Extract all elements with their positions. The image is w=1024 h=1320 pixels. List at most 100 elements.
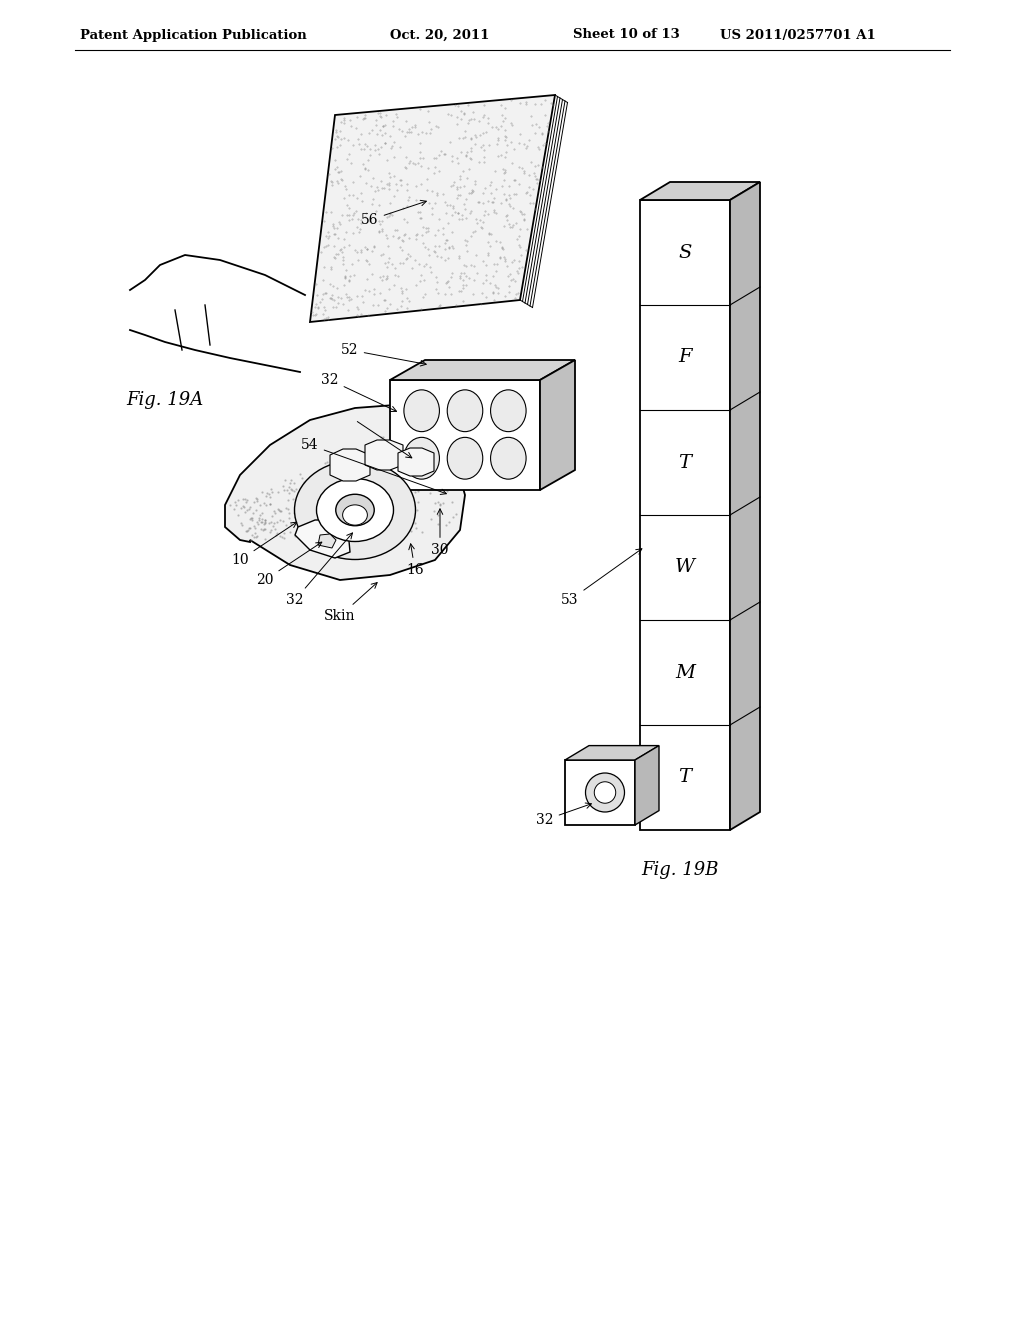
Point: [468, 209, 484, 230]
Point: [364, 194, 380, 215]
Point: [377, 252, 393, 273]
Text: F: F: [678, 348, 692, 367]
Point: [409, 425, 425, 446]
Point: [386, 132, 402, 153]
Point: [307, 296, 324, 317]
Point: [341, 286, 357, 308]
Point: [266, 500, 283, 521]
Point: [258, 494, 274, 515]
Point: [380, 172, 396, 193]
Point: [488, 260, 505, 281]
Text: Skin: Skin: [325, 582, 377, 623]
Point: [283, 478, 299, 499]
Text: T: T: [679, 454, 691, 471]
Point: [497, 248, 513, 269]
Point: [516, 210, 532, 231]
Point: [381, 279, 397, 300]
Point: [361, 211, 378, 232]
Text: 32: 32: [537, 803, 591, 828]
Point: [369, 201, 385, 222]
Point: [339, 148, 355, 169]
Point: [356, 207, 373, 228]
Point: [392, 296, 409, 317]
Point: [229, 490, 246, 511]
Point: [429, 182, 445, 203]
Point: [263, 478, 280, 499]
Point: [355, 108, 372, 129]
Point: [429, 504, 445, 525]
Point: [403, 424, 420, 445]
Point: [343, 490, 359, 511]
Point: [273, 527, 290, 548]
Point: [255, 519, 271, 540]
Point: [497, 96, 513, 117]
Point: [233, 513, 250, 535]
Point: [326, 247, 342, 268]
Point: [465, 102, 481, 123]
Point: [366, 236, 382, 257]
Point: [492, 247, 508, 268]
Point: [366, 475, 382, 496]
Point: [344, 183, 360, 205]
Point: [479, 112, 496, 133]
Point: [310, 297, 327, 318]
Point: [338, 259, 354, 280]
Point: [339, 445, 355, 466]
Point: [381, 206, 397, 227]
Point: [408, 228, 424, 249]
Point: [537, 104, 553, 125]
Point: [486, 161, 503, 182]
Point: [256, 528, 272, 549]
Point: [396, 475, 413, 496]
Point: [372, 222, 388, 243]
Point: [511, 132, 527, 153]
Point: [297, 479, 313, 500]
Point: [392, 136, 409, 157]
Point: [458, 207, 474, 228]
Text: 16: 16: [407, 544, 424, 577]
Point: [280, 499, 296, 520]
Point: [374, 220, 390, 242]
Point: [481, 133, 498, 154]
Point: [353, 465, 370, 486]
Point: [517, 239, 534, 260]
Point: [450, 202, 466, 223]
Point: [493, 191, 509, 213]
Point: [386, 457, 402, 478]
Point: [292, 498, 308, 519]
Point: [348, 106, 365, 127]
Point: [398, 462, 415, 483]
Point: [426, 224, 442, 246]
Point: [386, 475, 402, 496]
Point: [403, 257, 420, 279]
Point: [354, 455, 371, 477]
Point: [351, 218, 368, 239]
Ellipse shape: [447, 389, 482, 432]
Point: [352, 210, 369, 231]
Point: [333, 239, 349, 260]
Point: [429, 475, 445, 496]
Point: [507, 170, 523, 191]
Point: [380, 236, 396, 257]
Point: [249, 488, 265, 510]
Point: [450, 114, 466, 135]
Point: [391, 511, 408, 532]
Point: [426, 444, 442, 465]
Point: [337, 455, 353, 477]
Point: [389, 265, 406, 286]
Point: [344, 253, 360, 275]
Point: [388, 173, 404, 194]
Point: [512, 202, 528, 223]
Point: [365, 446, 381, 467]
Point: [357, 280, 374, 301]
Point: [321, 480, 337, 502]
Point: [369, 177, 385, 198]
Point: [324, 288, 340, 309]
Point: [239, 500, 255, 521]
Point: [480, 190, 497, 211]
Point: [412, 202, 428, 223]
Point: [371, 211, 387, 232]
Point: [316, 515, 333, 536]
Point: [374, 444, 390, 465]
Point: [378, 482, 394, 503]
